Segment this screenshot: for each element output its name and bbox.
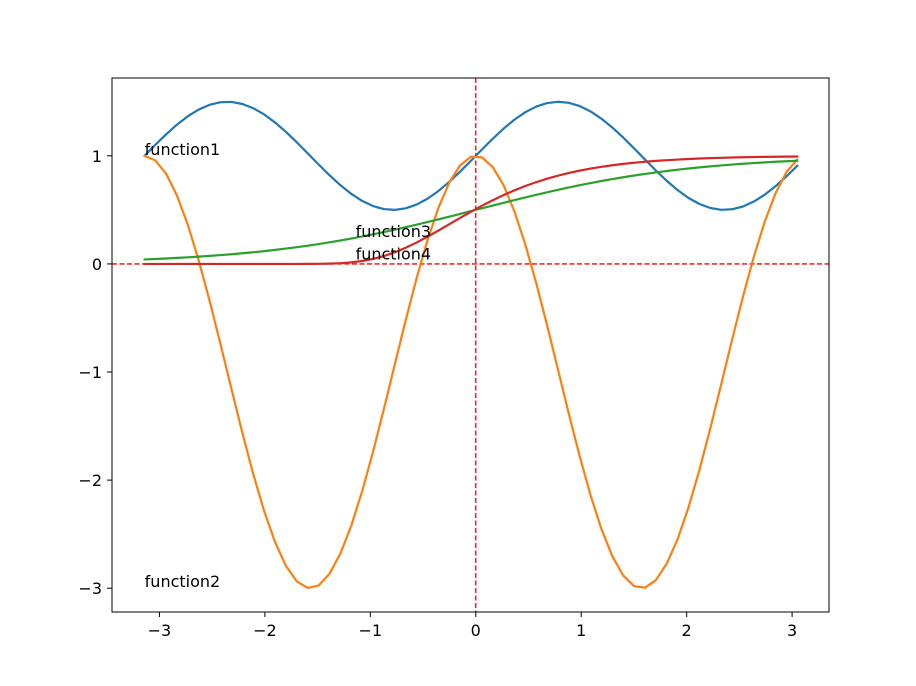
- y-tick-label: −2: [78, 471, 102, 490]
- series-annotation-4: function4: [356, 245, 432, 264]
- series-line-1: [143, 100, 799, 211]
- y-tick-label: −1: [78, 363, 102, 382]
- x-tick-label: 2: [682, 621, 692, 640]
- reference-lines: [112, 78, 829, 612]
- y-tick-label: −3: [78, 579, 102, 598]
- x-tick-label: 1: [576, 621, 586, 640]
- series-line-4: [143, 155, 799, 266]
- y-tick-label: 0: [92, 255, 102, 274]
- x-tick-label: −1: [359, 621, 383, 640]
- series-annotation-1: function1: [145, 140, 221, 159]
- series-line-2: [143, 154, 799, 590]
- axes-frame: [111, 77, 830, 613]
- series-layer: [143, 100, 799, 590]
- ticks: −3 −2 −1 0 1 2 3 −3 −2 −1 0 1: [78, 147, 797, 640]
- series-annotation-3: function3: [356, 222, 432, 241]
- annotations: function1 function2 function3 function4: [145, 140, 431, 591]
- x-tick-label: −2: [253, 621, 277, 640]
- x-tick-label: 3: [787, 621, 797, 640]
- series-annotation-2: function2: [145, 572, 221, 591]
- y-tick-label: 1: [92, 147, 102, 166]
- x-tick-label: −3: [148, 621, 172, 640]
- x-tick-label: 0: [471, 621, 481, 640]
